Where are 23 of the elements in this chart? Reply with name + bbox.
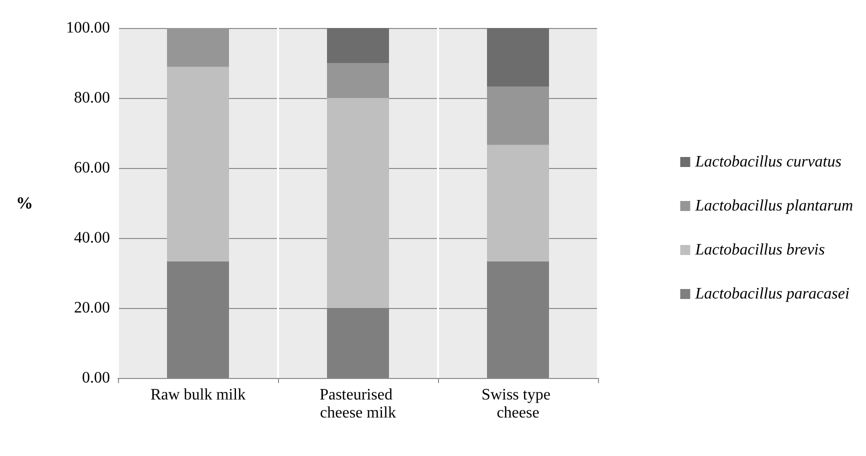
legend-label: Lactobacillus brevis [694,242,825,258]
legend-label: Lactobacillus curvatus [694,154,842,170]
bar [487,261,549,378]
bar [167,66,229,262]
x-tick-label: Pasteurised cheese milk [320,386,396,422]
bar [327,63,389,98]
bar [327,98,389,308]
y-tick-label: 100.00 [66,20,110,36]
x-tick-label: Swiss type cheese [482,386,554,422]
bar [487,144,549,262]
y-tick-label: 60.00 [74,160,110,176]
y-axis-title: % [16,194,33,212]
legend-label: Lactobacillus plantarum [694,198,853,214]
y-tick-label: 20.00 [74,300,110,316]
x-tick-label: Raw bulk milk [150,386,246,404]
bar [327,308,389,378]
y-tick-label: 0.00 [82,370,110,386]
bar [487,28,549,86]
bar [327,28,389,63]
bar [167,261,229,378]
y-tick-label: 40.00 [74,230,110,246]
y-tick-label: 80.00 [74,90,110,106]
legend-label: Lactobacillus paracasei [694,286,850,302]
